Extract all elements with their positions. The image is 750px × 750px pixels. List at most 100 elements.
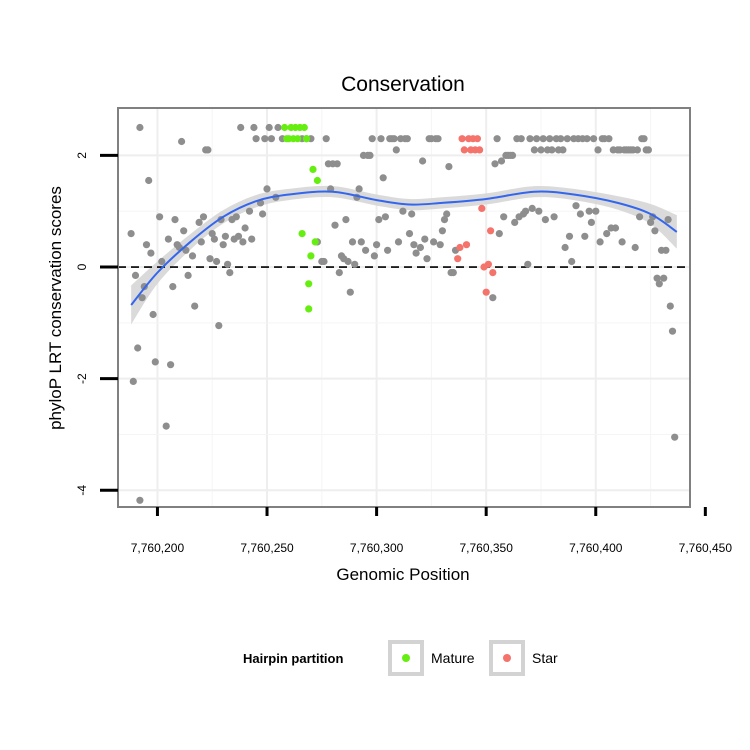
data-point-other <box>263 185 271 193</box>
data-point-other <box>184 271 192 279</box>
data-point-other <box>500 213 508 221</box>
data-point-other <box>436 241 444 249</box>
data-point-mature <box>313 176 321 185</box>
data-point-other <box>445 163 453 171</box>
data-point-other <box>410 241 418 249</box>
axis-ticks: 7,760,200 7,760,250 7,760,300 7,760,350 7,76… <box>75 152 732 555</box>
data-point-other <box>158 257 166 266</box>
data-point-other <box>232 213 240 221</box>
data-point-other <box>493 135 501 143</box>
smooth-fit-line <box>130 190 678 306</box>
data-point-other <box>368 135 376 143</box>
data-point-other <box>535 207 543 215</box>
data-point-other <box>517 135 525 143</box>
data-point-other <box>522 207 530 215</box>
data-point-star <box>458 135 466 143</box>
data-point-other <box>559 146 567 154</box>
data-point-other <box>199 213 208 221</box>
data-point-other <box>611 224 620 232</box>
data-point-other <box>449 269 457 277</box>
data-point-other <box>592 207 600 215</box>
data-point-other <box>557 135 565 143</box>
data-point-other <box>405 230 414 238</box>
data-point-other <box>149 310 157 319</box>
data-point-other <box>533 135 541 143</box>
data-point-other <box>191 302 199 310</box>
data-point-mature <box>305 280 313 288</box>
data-point-other <box>423 255 431 263</box>
data-point-other <box>344 257 352 266</box>
data-point-other <box>655 280 663 288</box>
data-point-other <box>197 238 205 246</box>
data-point-other <box>528 204 536 212</box>
data-point-other <box>596 238 604 246</box>
data-point-other <box>335 269 343 277</box>
data-point-other <box>416 243 424 252</box>
data-point-other <box>274 123 282 132</box>
data-point-star <box>456 243 464 252</box>
data-point-other <box>631 243 639 252</box>
data-point-other <box>167 361 175 369</box>
data-point-other <box>248 235 256 243</box>
data-point-star <box>482 288 490 296</box>
data-point-other <box>342 216 350 224</box>
data-point-other <box>419 157 427 165</box>
x-tick-label: 7,760,300 <box>350 541 404 555</box>
data-point-mature <box>311 238 319 246</box>
data-point-star <box>476 146 484 154</box>
y-tick-label: 0 <box>75 263 89 270</box>
data-point-other <box>633 146 642 154</box>
data-point-other <box>346 288 354 296</box>
data-point-other <box>239 238 247 246</box>
data-point-other <box>142 241 151 249</box>
data-point-other <box>561 243 569 252</box>
grid <box>118 108 690 507</box>
data-point-other <box>399 207 407 215</box>
data-point-star <box>484 260 492 268</box>
data-point-other <box>127 230 135 238</box>
data-point-other <box>219 241 227 249</box>
data-point-star <box>487 227 495 235</box>
ribbon-band <box>131 185 677 325</box>
data-point-other <box>355 185 363 193</box>
data-point-other <box>320 257 328 266</box>
legend-label-mature: Mature <box>431 650 475 666</box>
data-point-other <box>443 210 451 218</box>
data-point-other <box>403 135 411 143</box>
data-point-other <box>136 496 144 504</box>
data-point-mature <box>302 135 311 143</box>
data-point-other <box>550 213 558 221</box>
x-tick-label: 7,760,400 <box>569 541 623 555</box>
data-point-other <box>134 344 142 352</box>
data-point-other <box>653 274 661 282</box>
data-point-other <box>394 238 403 246</box>
data-point-other <box>563 135 571 143</box>
data-point-other <box>333 160 341 168</box>
data-point-other <box>585 207 593 215</box>
data-point-other <box>245 207 254 215</box>
data-point-other <box>145 176 153 185</box>
data-point-other <box>587 218 596 226</box>
data-point-other <box>373 241 381 249</box>
x-tick-label: 7,760,350 <box>459 541 513 555</box>
data-point-other <box>156 213 164 221</box>
data-point-other <box>259 210 267 218</box>
x-tick-label: 7,760,200 <box>131 541 185 555</box>
data-point-other <box>662 246 670 254</box>
data-point-other <box>438 227 446 235</box>
data-point-star <box>460 146 468 154</box>
data-point-other <box>537 146 545 154</box>
data-point-other <box>412 249 420 257</box>
data-point-other <box>651 227 659 235</box>
data-point-other <box>664 216 672 224</box>
smooth-curve <box>130 190 678 306</box>
data-point-other <box>583 135 591 143</box>
data-point-other <box>375 216 383 224</box>
data-point-other <box>430 238 438 246</box>
data-point-other <box>169 283 177 291</box>
data-point-other <box>440 216 449 224</box>
data-point-other <box>603 230 611 238</box>
data-point-mature <box>298 230 306 238</box>
legend-title: Hairpin partition <box>243 651 343 666</box>
data-point-other <box>151 358 159 366</box>
